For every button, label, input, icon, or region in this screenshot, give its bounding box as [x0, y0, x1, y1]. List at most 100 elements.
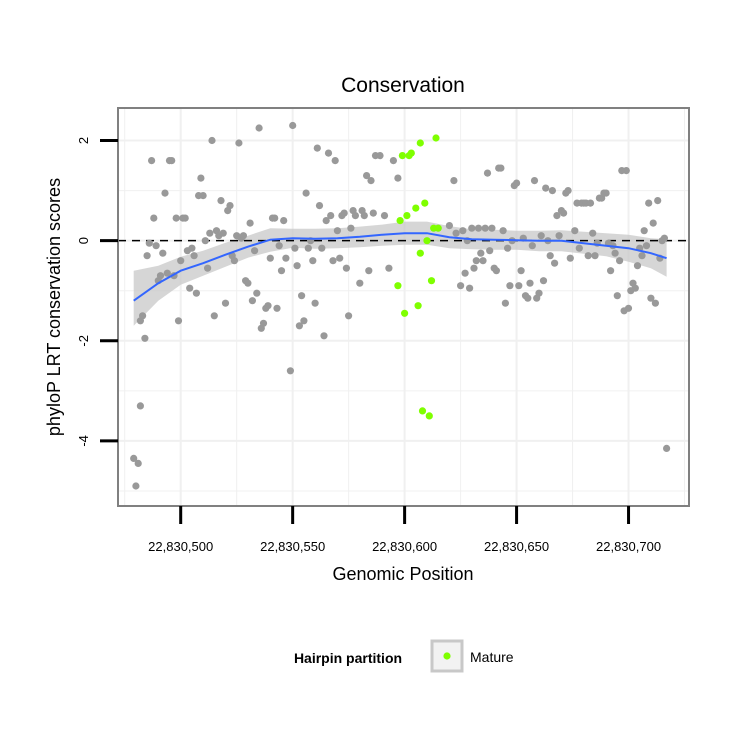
y-tick-label: 0	[76, 237, 91, 244]
data-point	[586, 199, 595, 207]
data-point	[528, 242, 536, 250]
data-point	[660, 234, 669, 242]
data-point	[251, 247, 259, 255]
data-point-mature	[425, 412, 433, 420]
data-point	[295, 322, 303, 330]
data-point	[333, 227, 341, 235]
data-point	[486, 247, 494, 255]
data-point	[654, 197, 662, 205]
data-point	[380, 212, 389, 220]
data-point	[575, 244, 583, 252]
data-point	[190, 252, 198, 260]
data-point	[217, 197, 225, 205]
data-point	[304, 244, 312, 252]
data-point-mature	[416, 139, 424, 147]
data-point	[141, 334, 149, 342]
legend-title: Hairpin partition	[294, 650, 402, 666]
data-point-mature	[403, 212, 411, 220]
data-point	[515, 282, 523, 290]
data-point	[266, 254, 274, 262]
data-point	[152, 242, 160, 250]
data-point	[192, 289, 200, 297]
data-point	[591, 252, 599, 260]
legend: Hairpin partition Mature	[294, 639, 514, 673]
data-point	[143, 252, 151, 260]
data-point	[293, 262, 301, 270]
data-point	[327, 212, 335, 220]
data-point-mature	[407, 149, 415, 157]
plot-area	[117, 107, 690, 507]
data-point	[273, 304, 281, 312]
x-tick-label: 22,830,650	[484, 539, 549, 554]
data-point	[356, 279, 364, 287]
data-point	[663, 444, 671, 452]
data-point	[206, 229, 214, 237]
data-point	[351, 212, 359, 220]
data-point	[457, 282, 465, 290]
data-point	[275, 242, 283, 250]
data-point	[474, 224, 483, 232]
data-point	[148, 157, 156, 165]
data-point	[526, 279, 534, 287]
data-point	[298, 292, 306, 300]
data-point	[479, 257, 487, 265]
data-point	[271, 214, 279, 222]
data-point	[197, 174, 205, 182]
y-tick-label: 2	[76, 137, 91, 144]
data-point	[322, 217, 330, 225]
data-point	[360, 212, 368, 220]
data-point-mature	[396, 217, 404, 225]
data-point	[136, 402, 144, 410]
panel-background	[118, 108, 689, 506]
data-point-mature	[398, 152, 406, 160]
data-point-mature	[412, 204, 420, 212]
data-point	[181, 214, 189, 222]
data-point	[492, 267, 500, 275]
data-point	[300, 317, 308, 325]
data-point	[477, 249, 485, 257]
data-point	[546, 252, 554, 260]
data-point	[537, 232, 545, 240]
data-point	[199, 192, 207, 200]
data-point	[161, 189, 169, 197]
data-point	[210, 312, 218, 320]
data-point	[504, 244, 512, 252]
data-point-mature	[418, 407, 427, 415]
data-point	[132, 482, 140, 490]
data-point	[584, 252, 592, 260]
data-point	[385, 264, 393, 272]
data-point	[286, 367, 294, 375]
data-point	[139, 312, 147, 320]
data-point	[539, 277, 548, 285]
data-point	[651, 299, 660, 307]
data-point	[459, 227, 467, 235]
data-point	[172, 214, 180, 222]
data-point	[638, 252, 646, 260]
data-point	[542, 184, 550, 192]
data-point	[589, 229, 597, 237]
data-point	[564, 187, 572, 195]
x-tick-label: 22,830,500	[148, 539, 213, 554]
data-point	[645, 199, 653, 207]
data-point	[186, 284, 194, 292]
data-point	[280, 217, 288, 225]
data-point	[499, 227, 507, 235]
data-point	[470, 264, 478, 272]
data-point	[336, 254, 344, 262]
data-point-mature	[421, 199, 429, 207]
data-point	[367, 177, 375, 185]
x-axis: 22,830,500 22,830,550 22,830,600 22,830,650…	[148, 506, 661, 554]
data-point	[452, 229, 460, 237]
data-point	[340, 209, 348, 217]
data-point	[168, 157, 176, 165]
data-point	[291, 244, 299, 252]
data-point-mature	[434, 224, 442, 232]
data-point	[560, 209, 568, 217]
data-point-mature	[401, 309, 409, 317]
data-point	[188, 244, 196, 252]
data-point	[566, 254, 574, 262]
data-point	[156, 272, 165, 280]
data-point	[311, 299, 319, 307]
smooth-line	[133, 232, 667, 302]
data-point	[363, 172, 371, 180]
